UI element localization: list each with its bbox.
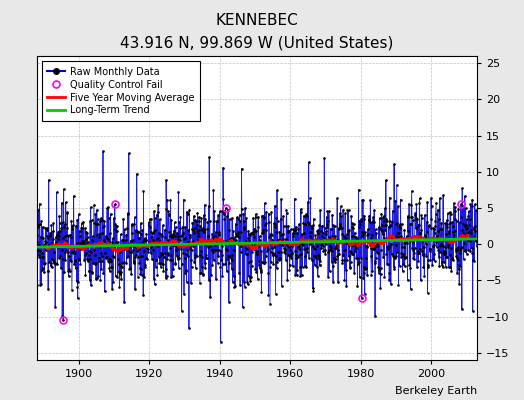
- Title: KENNEBEC
43.916 N, 99.869 W (United States): KENNEBEC 43.916 N, 99.869 W (United Stat…: [120, 14, 394, 51]
- Text: Berkeley Earth: Berkeley Earth: [395, 386, 477, 396]
- Legend: Raw Monthly Data, Quality Control Fail, Five Year Moving Average, Long-Term Tren: Raw Monthly Data, Quality Control Fail, …: [41, 61, 200, 121]
